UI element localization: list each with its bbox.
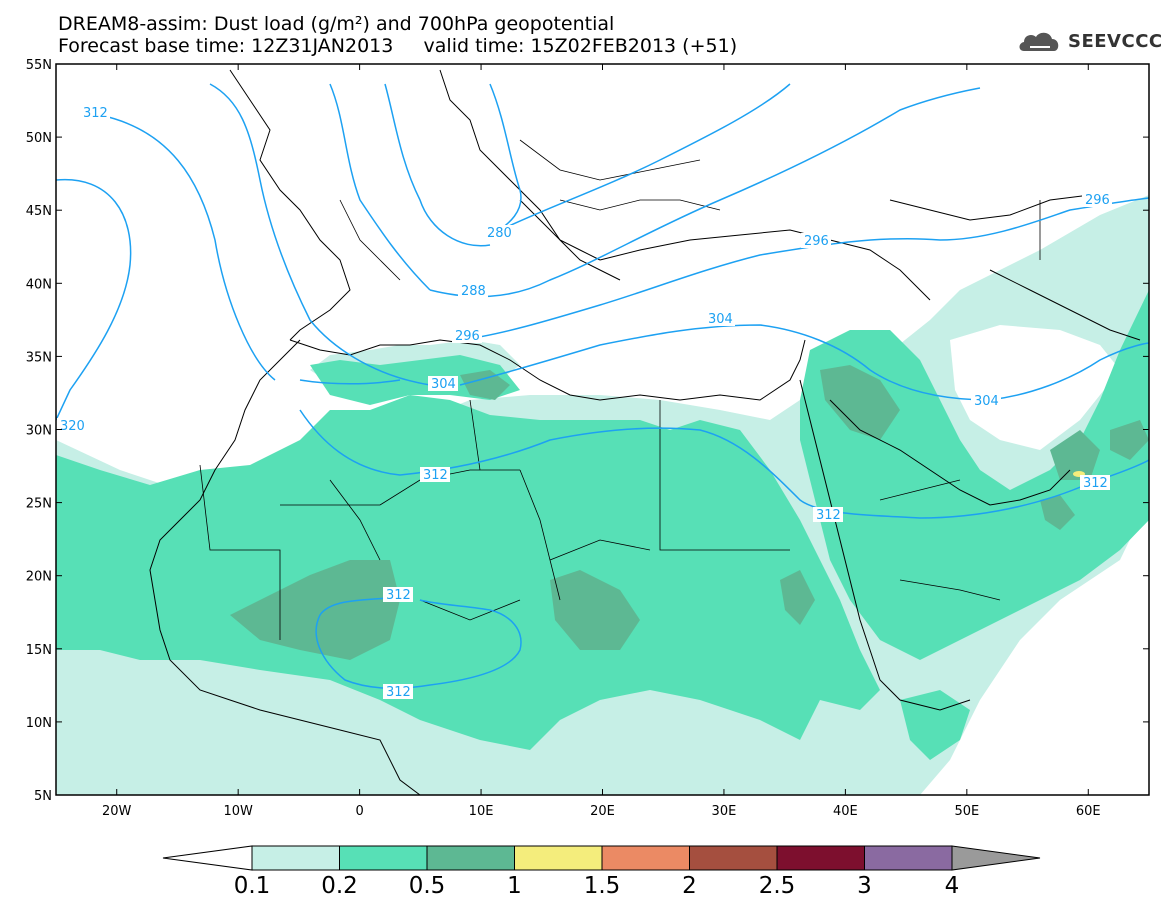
colorbar-swatch (514, 845, 603, 871)
colorbar-swatch (601, 845, 690, 871)
lat-tick-label: 30N (26, 424, 52, 439)
lat-tick-label: 40N (26, 277, 52, 292)
lon-tick-label: 0 (355, 804, 363, 819)
colorbar-swatch (689, 845, 778, 871)
contour-label: 304 (974, 394, 999, 409)
lat-tick-label: 5N (34, 789, 52, 804)
colorbar-swatch (339, 845, 428, 871)
colorbar-low-arrow (162, 845, 253, 871)
lat-tick-label: 15N (26, 643, 52, 658)
cloud-icon (1019, 32, 1059, 51)
contour-label: 296 (455, 329, 480, 344)
seevccc-logo: SEEVCCC (1016, 25, 1162, 59)
colorbar-label: 1.5 (584, 873, 621, 899)
colorbar-label: 3 (857, 873, 872, 899)
dust-region-medium (56, 290, 1149, 760)
lon-tick-label: 60E (1076, 804, 1101, 819)
lon-tick-label: 50E (954, 804, 979, 819)
colorbar-swatch (426, 845, 515, 871)
map-title-line2: Forecast base time: 12Z31JAN2013 valid t… (58, 35, 738, 57)
colorbar-swatch (776, 845, 865, 871)
lat-tick-label: 45N (26, 204, 52, 219)
contour-label: 312 (423, 468, 448, 483)
contour-label: 312 (1083, 476, 1108, 491)
colorbar-label: 0.5 (409, 873, 446, 899)
lat-tick-label: 35N (26, 350, 52, 365)
coastlines (149, 69, 1141, 795)
contour-label: 304 (431, 377, 456, 392)
lon-tick-label: 30E (712, 804, 737, 819)
contour-label: 312 (816, 508, 841, 523)
colorbar-label: 2.5 (759, 873, 796, 899)
lat-tick-label: 50N (26, 131, 52, 146)
contour-label: 312 (83, 106, 108, 121)
colorbar-swatch (251, 845, 340, 871)
lat-tick-label: 20N (26, 570, 52, 585)
colorbar-swatch (864, 845, 953, 871)
colorbar-label: 2 (682, 873, 697, 899)
lat-tick-label: 25N (26, 497, 52, 512)
dust-region-heavy (230, 365, 1149, 660)
contour-labels: 312 280 288 296 304 312 320 304 312 312 … (57, 105, 1112, 700)
logo-text: SEEVCCC (1068, 31, 1163, 52)
colorbar-high-arrow (951, 845, 1041, 871)
geopotential-contours (56, 83, 1149, 690)
contour-label: 304 (708, 312, 733, 327)
colorbar-label: 1 (507, 873, 522, 899)
lat-tick-label: 55N (26, 58, 52, 73)
lon-tick-label: 20W (102, 804, 132, 819)
contour-label: 312 (386, 685, 411, 700)
contour-label: 288 (461, 284, 486, 299)
colorbar-label: 0.1 (234, 873, 271, 899)
colorbar-label: 4 (945, 873, 960, 899)
lat-tick-label: 10N (26, 716, 52, 731)
lon-tick-label: 40E (833, 804, 858, 819)
contour-label: 296 (1085, 193, 1110, 208)
map-title-line1: DREAM8-assim: Dust load (g/m²) and 700hP… (58, 13, 615, 35)
lon-tick-label: 10E (469, 804, 494, 819)
colorbar: 0.1 0.2 0.5 1 1.5 2 2.5 3 4 (162, 845, 1041, 899)
latitude-axis: 55N 50N 45N 40N 35N 30N 25N 20N 15N 10N 5N (26, 58, 1149, 804)
lon-tick-label: 10W (223, 804, 253, 819)
colorbar-label: 0.2 (321, 873, 358, 899)
contour-label: 280 (487, 226, 512, 241)
contour-label: 312 (386, 588, 411, 603)
contour-label: 320 (60, 419, 85, 434)
political-borders (199, 139, 1041, 640)
contour-label: 296 (804, 234, 829, 249)
longitude-axis: 20W 10W 0 10E 20E 30E 40E 50E 60E (102, 64, 1101, 819)
lon-tick-label: 20E (590, 804, 615, 819)
